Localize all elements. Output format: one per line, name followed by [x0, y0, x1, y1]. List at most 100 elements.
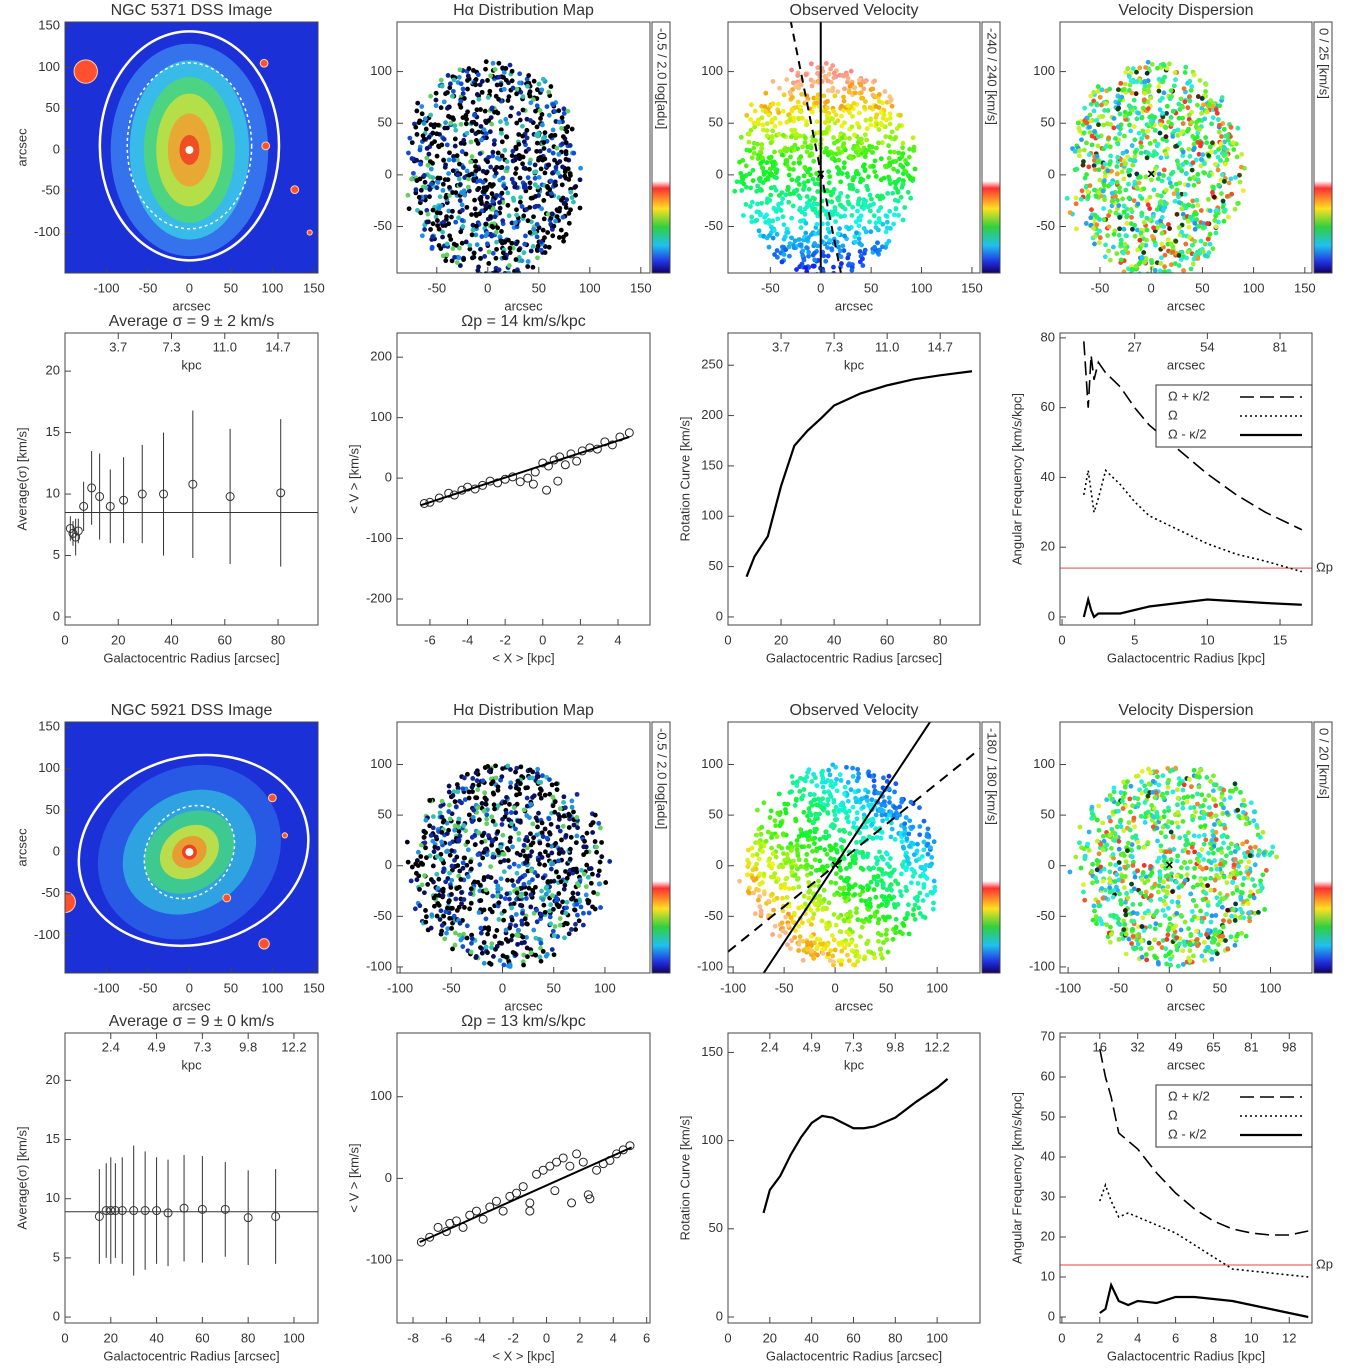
map-pixel: [1134, 79, 1140, 85]
map-pixel: [1074, 226, 1079, 232]
map-pixel: [501, 962, 507, 968]
map-pixel: [1195, 102, 1200, 108]
plot-frame: [64, 332, 319, 626]
map-pixel: [830, 212, 836, 218]
map-pixel: [1157, 98, 1163, 103]
map-pixel: [1138, 150, 1144, 156]
star: [290, 185, 300, 195]
y-tick-label: -50: [373, 218, 392, 233]
map-pixel: [1176, 165, 1182, 171]
map-pixel: [530, 877, 535, 883]
map-pixel: [754, 852, 760, 857]
map-pixel: [507, 896, 512, 902]
map-pixel: [841, 885, 847, 891]
map-pixel: [441, 99, 447, 105]
map-pixel: [1159, 241, 1165, 247]
map-pixel: [825, 126, 830, 132]
map-pixel: [552, 181, 557, 187]
map-pixel: [844, 866, 849, 871]
map-pixel: [1111, 125, 1117, 131]
map-pixel: [1127, 111, 1133, 116]
colorbar-label: 0 / 25 [km/s]: [1317, 28, 1332, 99]
map-pixel: [857, 259, 863, 265]
map-pixel: [771, 874, 776, 880]
map-pixel: [542, 792, 548, 798]
map-pixel: [823, 234, 829, 240]
map-pixel: [553, 841, 559, 846]
map-pixel: [886, 174, 891, 180]
map-pixel: [452, 942, 458, 948]
map-pixel: [498, 876, 504, 882]
map-pixel: [784, 163, 790, 168]
map-pixel: [488, 73, 493, 79]
map-pixel: [543, 849, 548, 855]
map-pixel: [825, 116, 831, 122]
y-tick-label: 100: [38, 760, 60, 775]
map-pixel: [503, 937, 509, 942]
map-pixel: [1116, 105, 1122, 111]
map-pixel: [1137, 271, 1142, 273]
map-pixel: [841, 248, 847, 253]
map-pixel: [1149, 260, 1155, 266]
map-pixel: [449, 848, 455, 854]
map-pixel: [508, 767, 513, 772]
map-pixel: [1187, 98, 1193, 104]
map-pixel: [511, 883, 516, 888]
map-pixel: [506, 213, 512, 219]
map-pixel: [1178, 96, 1184, 102]
map-pixel: [785, 184, 791, 190]
data-point: [553, 476, 563, 486]
map-pixel: [904, 865, 910, 870]
map-pixel: [1195, 256, 1201, 261]
map-pixel: [890, 190, 896, 196]
map-pixel: [1186, 146, 1192, 152]
map-pixel: [418, 854, 424, 859]
map-pixel: [1192, 220, 1198, 226]
map-pixel: [1082, 105, 1088, 111]
map-pixel: [867, 903, 873, 909]
map-pixel: [1190, 160, 1196, 166]
map-pixel: [921, 882, 927, 887]
map-pixel: [500, 766, 505, 771]
map-pixel: [509, 240, 515, 246]
map-pixel: [911, 852, 917, 858]
map-pixel: [443, 909, 449, 915]
map-pixel: [486, 925, 491, 931]
map-pixel: [568, 189, 574, 195]
map-pixel: [758, 186, 763, 192]
map-pixel: [1091, 225, 1096, 231]
map-pixel: [748, 185, 754, 191]
map-pixel: [436, 876, 442, 882]
map-pixel: [800, 957, 806, 963]
map-pixel: [473, 121, 479, 127]
map-pixel: [841, 141, 847, 146]
map-pixel: [453, 930, 458, 936]
map-pixel: [755, 897, 761, 903]
map-pixel: [823, 779, 828, 785]
map-pixel: [883, 229, 889, 235]
map-pixel: [571, 199, 576, 205]
map-pixel: [838, 867, 843, 873]
map-pixel: [578, 165, 583, 171]
map-pixel: [1207, 241, 1213, 247]
map-pixel: [446, 899, 452, 905]
map-pixel: [753, 832, 759, 838]
map-pixel: [487, 88, 493, 94]
map-pixel: [563, 869, 568, 874]
map-pixel: [519, 885, 525, 891]
map-pixel: [1118, 237, 1124, 243]
map-pixel: [906, 902, 911, 908]
map-pixel: [831, 140, 837, 146]
map-pixel: [756, 856, 762, 862]
map-pixel: [809, 948, 814, 954]
map-pixel: [539, 888, 544, 894]
map-pixel: [521, 213, 527, 219]
map-pixel: [539, 820, 545, 826]
map-pixel: [1175, 127, 1181, 133]
map-pixel: [486, 768, 492, 774]
map-pixel: [747, 148, 753, 154]
map-pixel: [839, 103, 844, 109]
map-pixel: [503, 134, 509, 140]
map-pixel: [471, 807, 477, 813]
map-pixel: [444, 241, 450, 247]
